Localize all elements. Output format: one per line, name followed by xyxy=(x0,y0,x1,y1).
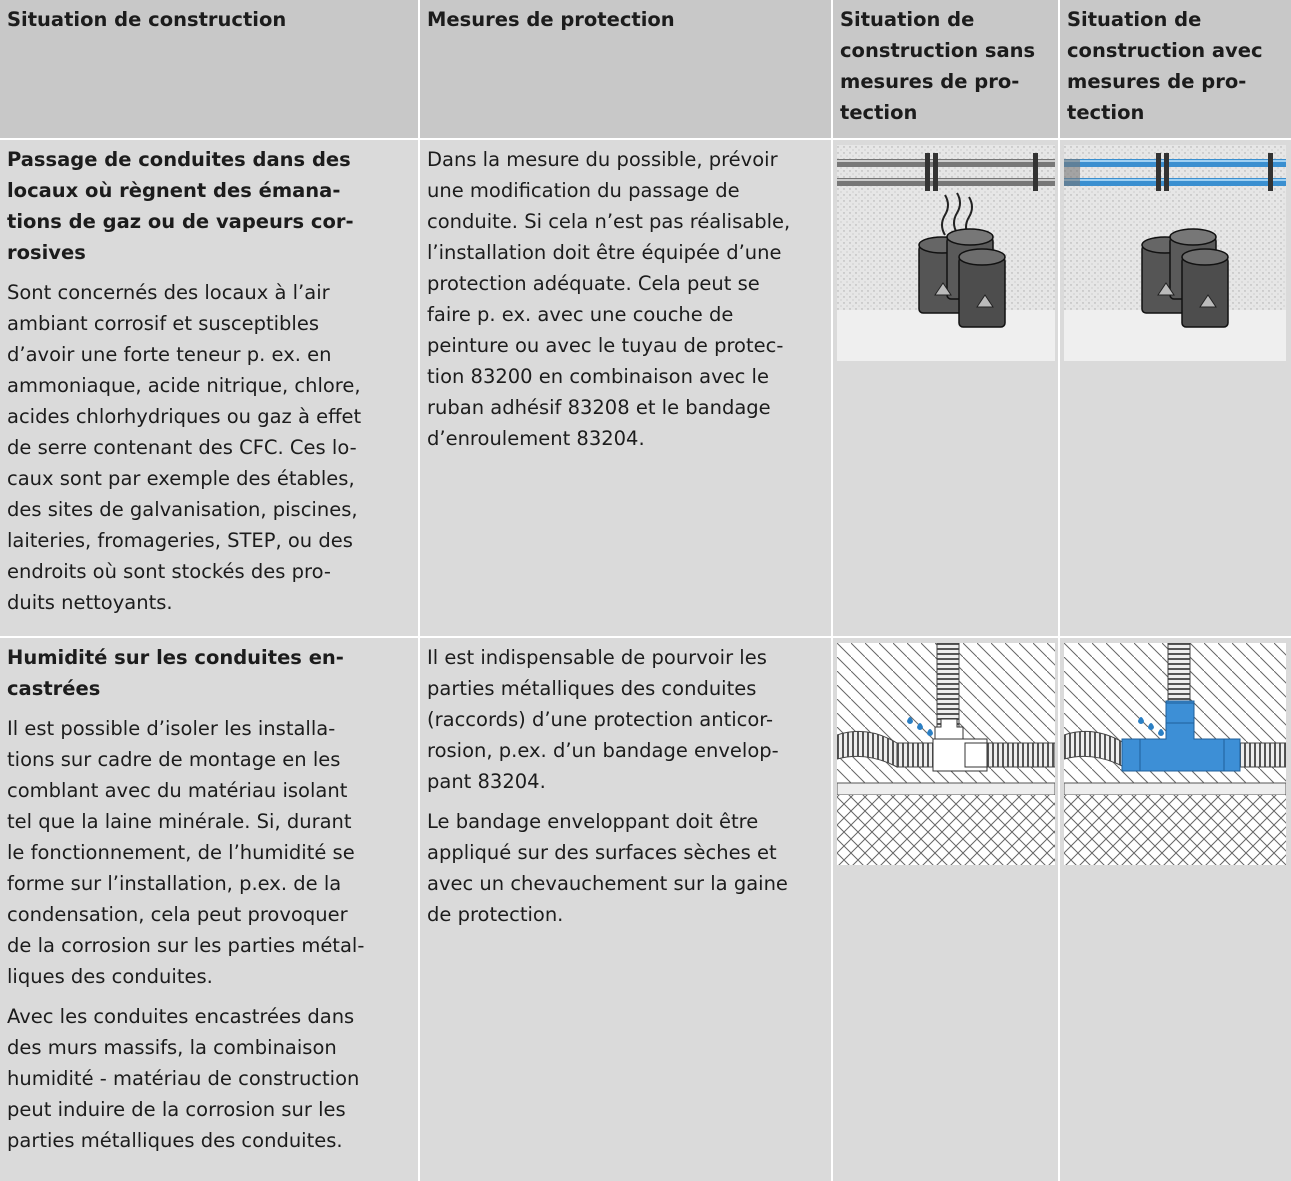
paragraph: Le bandage enveloppant doit être appliqué… xyxy=(427,806,824,930)
header-line: Situation de xyxy=(1067,8,1202,31)
header-line: Situation de construction xyxy=(7,8,287,31)
description-line: tel que la laine minérale. Si, durant xyxy=(7,810,352,833)
description-line: d’avoir une forte teneur p. ex. en xyxy=(7,343,332,366)
measure-line: Dans la mesure du possible, prévoir xyxy=(427,148,778,171)
measure-line: une modification du passage de xyxy=(427,179,740,202)
header-line: construction avec xyxy=(1067,39,1263,62)
description-line: humidité - matériau de construction xyxy=(7,1067,360,1090)
description-line: Sont concernés des locaux à l’air xyxy=(7,281,330,304)
description-line: caux sont par exemple des étables, xyxy=(7,467,355,490)
image-cell xyxy=(833,140,1058,636)
situation-cell: Humidité sur les conduites en-castrées Il… xyxy=(0,638,418,1181)
header-line: tection xyxy=(840,101,918,124)
description-line: duits nettoyants. xyxy=(7,591,173,614)
illustration-humidity-with xyxy=(1064,643,1286,865)
description-line: des murs massifs, la combinaison xyxy=(7,1036,337,1059)
measure-line: conduite. Si cela n’est pas réalisable, xyxy=(427,210,791,233)
description-line: le fonctionnement, de l’humidité se xyxy=(7,841,355,864)
header-line: mesures de pro- xyxy=(1067,70,1247,93)
situation-title-line: Humidité sur les conduites en- xyxy=(7,646,344,669)
situation-cell: Passage de conduites dans des locaux où r… xyxy=(0,140,418,636)
header-line: construction sans xyxy=(840,39,1036,62)
illustration-humidity-without xyxy=(837,643,1055,865)
header-line: Mesures de protection xyxy=(427,8,675,31)
measures-cell: Dans la mesure du possible, prévoir une m… xyxy=(420,140,831,636)
situation-title-line: Passage de conduites dans des xyxy=(7,148,351,171)
measure-line: ruban adhésif 83208 et le bandage xyxy=(427,396,771,419)
measure-line: faire p. ex. avec une couche de xyxy=(427,303,734,326)
illustration-gas-with xyxy=(1064,145,1286,361)
paragraph: Avec les conduites encastrées dans des mu… xyxy=(7,1001,411,1156)
header-line: Situation de xyxy=(840,8,975,31)
measure-line: l’installation doit être équipée d’une xyxy=(427,241,782,264)
header-cell: Situation de construction sans mesures de … xyxy=(833,0,1058,138)
measure-line: tion 83200 en combinaison avec le xyxy=(427,365,769,388)
description-line: ammoniaque, acide nitrique, chlore, xyxy=(7,374,361,397)
description-line: laiteries, fromageries, STEP, ou des xyxy=(7,529,353,552)
header-line: tection xyxy=(1067,101,1145,124)
description-line: Avec les conduites encastrées dans xyxy=(7,1005,355,1028)
description-line: condensation, cela peut provoquer xyxy=(7,903,348,926)
paragraph: Sont concernés des locaux à l’air ambiant… xyxy=(7,277,411,618)
description-line: parties métalliques des conduites. xyxy=(7,1129,343,1152)
description-line: des sites de galvanisation, piscines, xyxy=(7,498,358,521)
header-line: mesures de pro- xyxy=(840,70,1020,93)
image-cell xyxy=(833,638,1058,1181)
situation-title-line: locaux où règnent des émana- xyxy=(7,179,341,202)
paragraph: Il est indispensable de pourvoir les part… xyxy=(427,642,824,797)
description-line: tions sur cadre de montage en les xyxy=(7,748,341,771)
image-cell xyxy=(1060,638,1291,1181)
header-cell: Situation de construction xyxy=(0,0,418,138)
situation-title-line: rosives xyxy=(7,241,86,264)
measure-line: rosion, p.ex. d’un bandage envelop- xyxy=(427,739,779,762)
measures-cell: Il est indispensable de pourvoir les part… xyxy=(420,638,831,1181)
illustration-gas-without xyxy=(837,145,1055,361)
image-cell xyxy=(1060,140,1291,636)
description-line: de la corrosion sur les parties métal- xyxy=(7,934,365,957)
description-line: liques des conduites. xyxy=(7,965,213,988)
paragraph: Dans la mesure du possible, prévoir une m… xyxy=(427,144,824,454)
measure-line: protection adéquate. Cela peut se xyxy=(427,272,760,295)
description-line: acides chlorhydriques ou gaz à effet xyxy=(7,405,362,428)
description-line: ambiant corrosif et susceptibles xyxy=(7,312,320,335)
measure-line: de protection. xyxy=(427,903,564,926)
description-line: peut induire de la corrosion sur les xyxy=(7,1098,346,1121)
situation-title-line: castrées xyxy=(7,677,101,700)
description-line: endroits où sont stockés des pro- xyxy=(7,560,331,583)
header-cell: Mesures de protection xyxy=(420,0,831,138)
situation-title-line: tions de gaz ou de vapeurs cor- xyxy=(7,210,354,233)
measure-line: d’enroulement 83204. xyxy=(427,427,645,450)
measure-line: avec un chevauchement sur la gaine xyxy=(427,872,788,895)
measure-line: Il est indispensable de pourvoir les xyxy=(427,646,767,669)
measure-line: parties métalliques des conduites xyxy=(427,677,757,700)
description-line: forme sur l’installation, p.ex. de la xyxy=(7,872,342,895)
measure-line: appliqué sur des surfaces sèches et xyxy=(427,841,777,864)
measure-line: pant 83204. xyxy=(427,770,546,793)
description-line: comblant avec du matériau isolant xyxy=(7,779,348,802)
header-cell: Situation de construction avec mesures de … xyxy=(1060,0,1291,138)
measure-line: (raccords) d’une protection anticor- xyxy=(427,708,774,731)
description-line: de serre contenant des CFC. Ces lo- xyxy=(7,436,357,459)
measure-line: peinture ou avec le tuyau de protec- xyxy=(427,334,784,357)
measure-line: Le bandage enveloppant doit être xyxy=(427,810,759,833)
description-line: Il est possible d’isoler les installa- xyxy=(7,717,336,740)
paragraph: Il est possible d’isoler les installa-ti… xyxy=(7,713,411,992)
